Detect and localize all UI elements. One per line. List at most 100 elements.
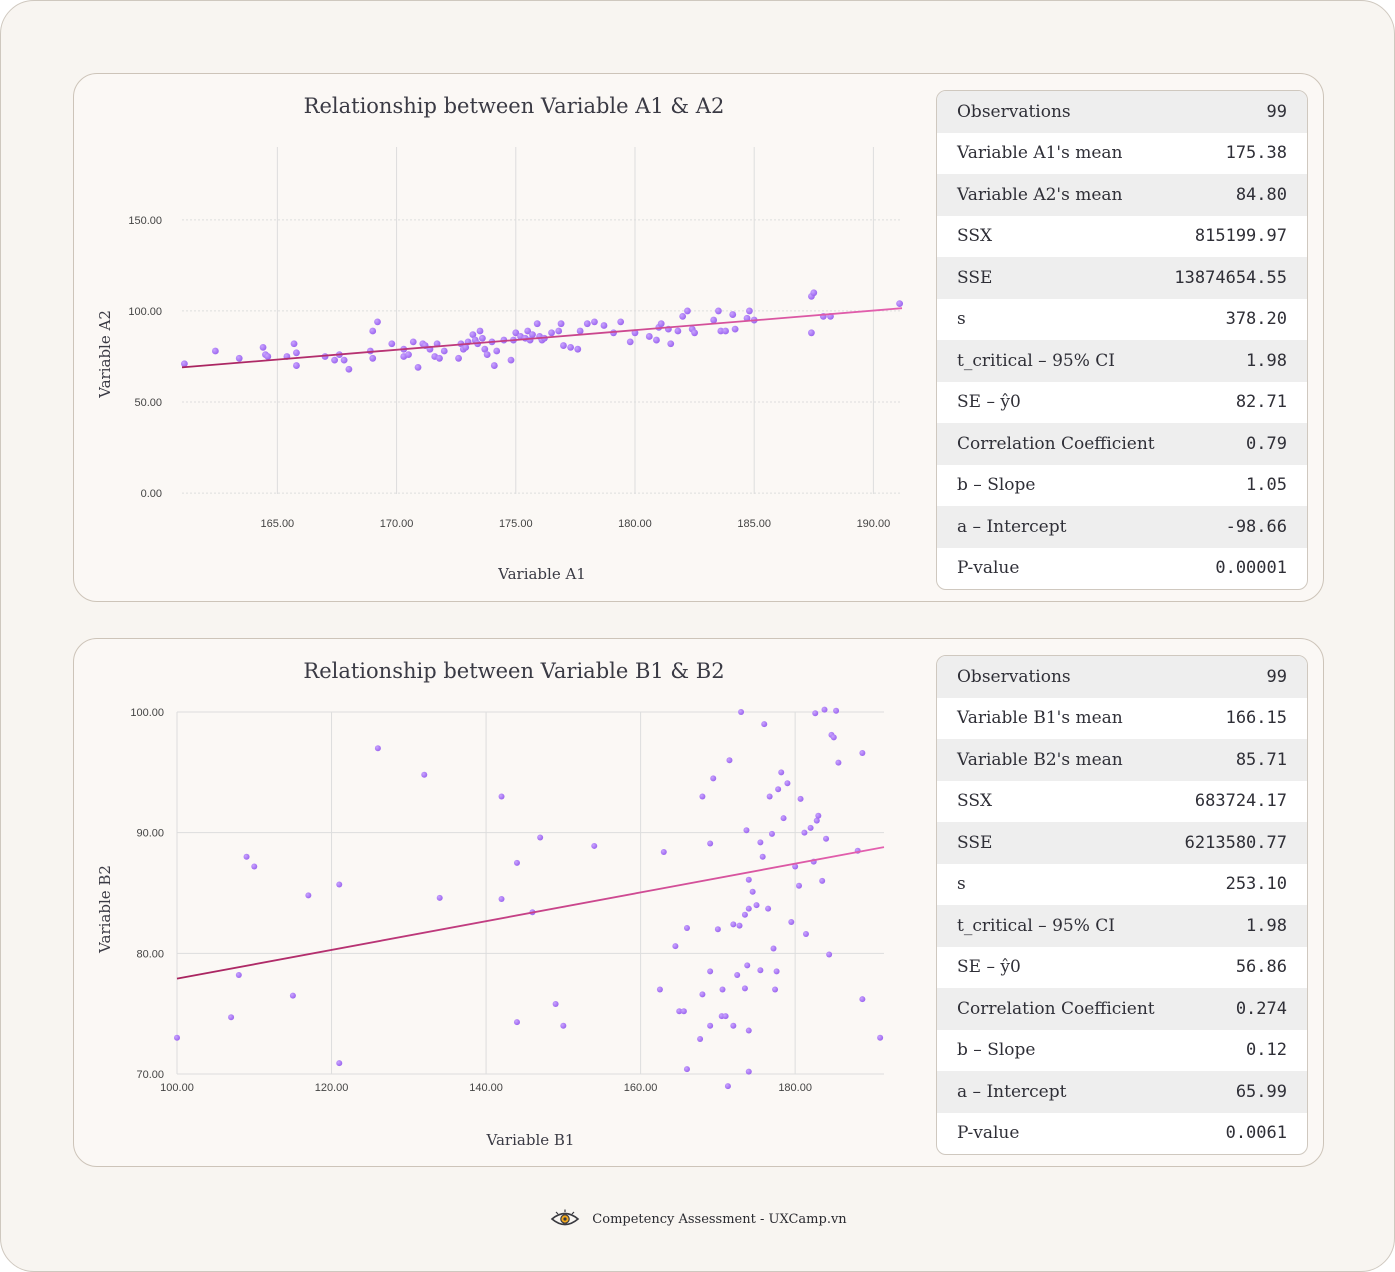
data-point [877,1034,884,1041]
data-point [707,840,714,847]
y-tick-label: 50.00 [134,397,162,409]
data-point [529,331,536,339]
data-point [699,991,706,998]
data-point [722,1013,729,1020]
data-point [251,863,258,870]
data-point [745,876,752,883]
trend-line [176,846,885,980]
stat-value: 253.10 [1225,874,1287,895]
y-tick-label: 100.00 [130,707,164,719]
stat-label: SE – ŷ0 [957,392,1021,413]
data-point [235,972,242,979]
data-point [560,1022,567,1029]
data-point [436,894,443,901]
data-point [264,353,272,360]
stats-row-correlation: Correlation Coefficient 0.274 [937,988,1307,1030]
data-point [617,318,625,326]
data-point [815,812,822,819]
stat-value: -98.66 [1225,516,1287,537]
data-point [729,311,737,318]
data-point [797,795,804,802]
stat-value: 13874654.55 [1174,267,1287,288]
data-point [745,905,752,912]
data-point [784,780,791,787]
data-point [490,362,498,369]
stat-label: P-value [957,558,1020,579]
stats-row-t-critical: t_critical – 95% CI 1.98 [937,905,1307,947]
data-point [749,888,756,895]
data-point [574,345,582,353]
data-point [533,320,541,328]
x-tick-label: 160.00 [624,1082,658,1094]
data-point [714,926,721,933]
data-point [537,834,544,841]
footer-text: Competency Assessment - UXCamp.vn [592,1211,847,1227]
data-point [548,329,555,337]
stat-value: 0.274 [1235,998,1287,1019]
data-point [293,349,300,357]
data-point [731,325,739,333]
data-point [657,320,665,328]
eye-logo-icon [551,1209,580,1226]
data-point [455,354,462,362]
stat-value: 0.0061 [1225,1123,1287,1144]
data-point [788,918,795,925]
data-point [552,1001,559,1008]
data-point [835,759,842,766]
data-point [672,943,679,950]
data-point [821,706,828,713]
data-point [757,967,764,974]
x-tick-label: 185.00 [737,518,771,530]
y-tick-label: 70.00 [136,1069,164,1081]
data-point [293,362,300,369]
stat-label: Correlation Coefficient [957,998,1155,1019]
x-axis-label: Variable A1 [497,565,586,583]
stat-value: 99 [1266,101,1287,122]
data-point [369,354,377,362]
stat-label: SE – ŷ0 [957,957,1021,978]
stat-label: SSX [957,226,993,247]
scatter-plot-a: 0.00 50.00 100.00 150.00 165.00 170.00 175.00 1… [96,147,904,583]
stat-label: Variable A1's mean [957,143,1123,164]
data-point [676,1008,683,1015]
stat-value: 1.98 [1246,915,1287,936]
data-point [645,333,653,340]
data-point [576,327,584,335]
data-point [583,320,591,328]
data-point [773,968,780,975]
data-point [710,775,717,782]
stats-row-x-mean: Variable A1's mean 175.38 [937,133,1307,175]
stats-row-se: SE – ŷ0 56.86 [937,947,1307,989]
data-point [591,842,598,849]
stat-label: Variable B2's mean [957,749,1123,770]
stats-row-s: s 378.20 [937,299,1307,341]
x-tick-label: 175.00 [499,518,533,530]
x-tick-label: 165.00 [261,518,295,530]
data-point [775,786,782,793]
data-point [792,863,799,870]
stat-value: 0.00001 [1215,558,1287,579]
y-axis-label: Variable A2 [96,310,114,399]
data-point [715,307,722,315]
data-point [336,881,343,888]
data-point [730,921,737,928]
data-point [674,327,682,335]
data-point [305,892,312,899]
regression-panel-b: Relationship between Variable B1 & B2 70… [73,638,1324,1167]
x-tick-label: 170.00 [380,518,414,530]
data-point [730,1022,737,1029]
data-point [745,1068,752,1075]
y-tick-label: 90.00 [136,828,164,840]
data-point [483,351,491,359]
data-point [717,327,725,335]
data-point [180,360,188,368]
stat-label: a – Intercept [957,1081,1067,1102]
data-point [414,364,422,371]
stats-row-observations: Observations 99 [937,656,1307,698]
data-point [734,972,741,979]
data-point [719,986,726,993]
data-point [513,859,520,866]
data-point [409,338,417,346]
data-point [780,815,787,822]
